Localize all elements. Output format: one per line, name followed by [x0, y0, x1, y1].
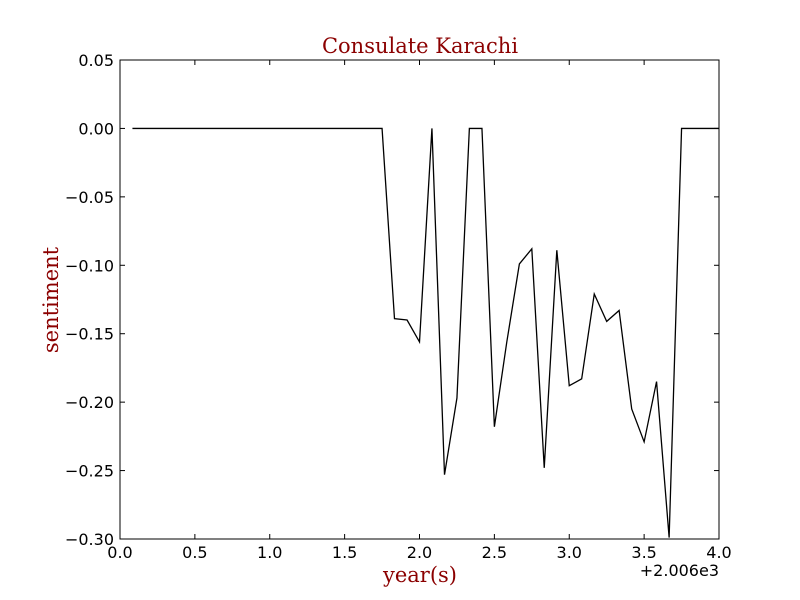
series-layer [132, 127, 719, 538]
y-axis-title: sentiment [39, 246, 63, 353]
y-tick-label: −0.20 [65, 393, 114, 412]
x-offset-label: +2.006e3 [640, 561, 719, 580]
x-tick-label: 0.0 [107, 543, 132, 562]
sentiment-line [132, 127, 719, 538]
chart-title: Consulate Karachi [322, 34, 518, 58]
ticks-layer: 0.0 0.5 1.0 1.5 2.0 2.5 3.0 3.5 4.0 0.05 0.00 −0.05… [65, 51, 732, 562]
plot-frame [119, 59, 720, 540]
x-tick-label: 1.5 [332, 543, 357, 562]
x-tick-label: 3.5 [631, 543, 656, 562]
x-tick-label: 1.0 [257, 543, 282, 562]
y-tick-label: −0.15 [65, 325, 114, 344]
y-tick-label: 0.05 [78, 51, 114, 70]
x-tick-label: 2.5 [482, 543, 507, 562]
x-tick-label: 0.5 [182, 543, 207, 562]
x-tick-label: 3.0 [557, 543, 582, 562]
y-tick-label: −0.05 [65, 188, 114, 207]
y-tick-label: −0.10 [65, 256, 114, 275]
y-tick-label: 0.00 [78, 119, 114, 138]
x-tick-label: 2.0 [407, 543, 432, 562]
x-axis-title: year(s) [382, 563, 457, 587]
y-tick-label: −0.25 [65, 462, 114, 481]
x-tick-label: 4.0 [706, 543, 731, 562]
plot-area [120, 60, 719, 539]
y-tick-label: −0.30 [65, 530, 114, 549]
